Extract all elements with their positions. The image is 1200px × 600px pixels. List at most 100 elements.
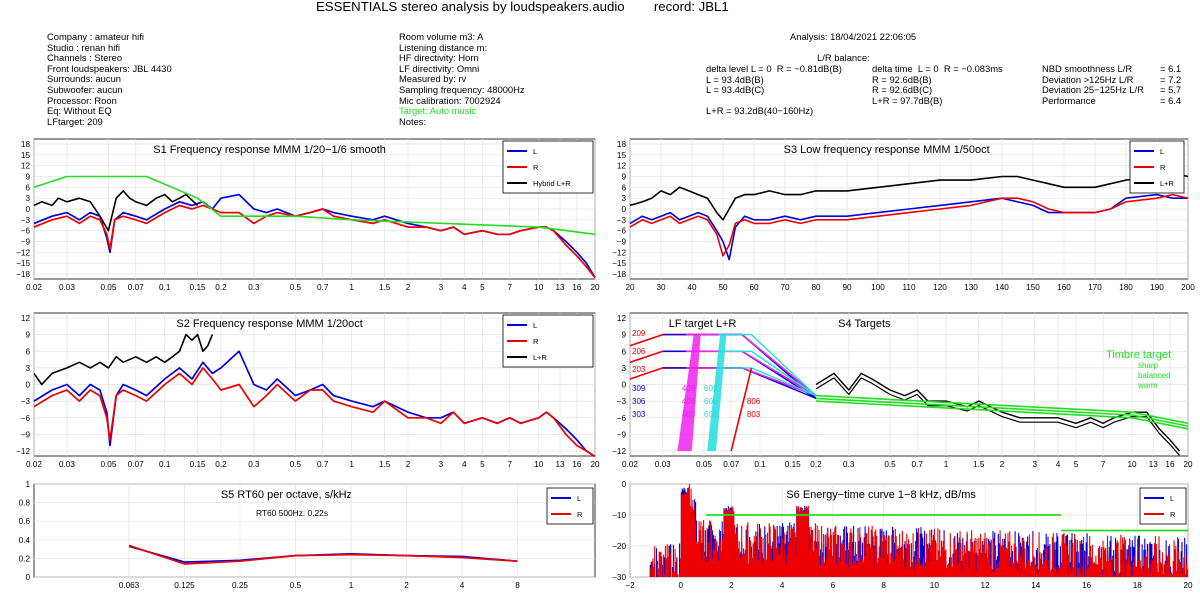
y-tick-label: −3: [21, 216, 31, 225]
col1-line: Channels : Stereo: [47, 52, 123, 64]
y-tick-label: 0.8: [19, 499, 31, 508]
timbre-title: Timbre target: [1106, 349, 1171, 361]
x-tick-label: 10: [534, 460, 544, 469]
y-tick-label: 0: [25, 205, 30, 214]
series-r: [128, 544, 518, 565]
target-label: 403: [682, 410, 696, 419]
legend-entry: R: [533, 337, 539, 346]
x-tick-label: 13: [555, 283, 565, 292]
x-tick-label: 14: [1031, 581, 1041, 590]
x-tick-label: 7: [1101, 460, 1106, 469]
x-tick-label: 0.063: [119, 581, 140, 590]
col5-line: Performance: [1042, 94, 1096, 106]
x-tick-label: 0.5: [884, 460, 896, 469]
chart-title: S1 Frequency response MMM 1/20−1/6 smoot…: [153, 144, 386, 156]
x-tick-label: 1.5: [379, 460, 391, 469]
y-tick-label: 9: [621, 331, 626, 340]
y-tick-label: 9: [621, 173, 626, 182]
x-tick-label: 160: [1057, 283, 1071, 292]
info-column-5: NBD smoothness L/R Deviation >125Hz L/R De…: [1042, 63, 1144, 106]
x-tick-label: 0.15: [785, 460, 801, 469]
col4-line: delta time L = 0 R = −0.083ms: [872, 63, 1003, 74]
x-tick-label: 20: [1183, 581, 1193, 590]
panel-s4: 0.02 0.03 0.05 0.07 0.1 0.15 0.2 0.3 0.5 0.7 1 1.5 2…: [612, 312, 1193, 469]
y-tick-label: 0: [621, 205, 626, 214]
x-tick-label: 130: [964, 283, 978, 292]
legend-entry: L: [1160, 147, 1164, 156]
x-tick-label: −2: [625, 581, 635, 590]
y-tick-label: 15: [617, 151, 627, 160]
slope-magenta: [677, 334, 701, 451]
col2-line: HF directivity: Horn: [399, 52, 479, 64]
y-tick-label: 18: [617, 140, 627, 149]
chart-title: S2 Frequency response MMM 1/20oct: [176, 318, 362, 330]
measured-curve: [815, 377, 1180, 456]
legend-box: [546, 487, 594, 525]
y-tick-label: −12: [612, 447, 626, 456]
x-tick-label: 4: [1056, 460, 1061, 469]
col3-line: delta level L = 0 R = −0.81dB(B): [706, 63, 842, 74]
x-tick-label: 4: [462, 460, 467, 469]
col6-line: = 7.2: [1160, 73, 1182, 85]
col2-line: Target: Auto music: [399, 105, 477, 117]
y-tick-label: 3: [25, 194, 30, 203]
x-tick-label: 2: [729, 581, 734, 590]
target-label: 303: [632, 410, 646, 419]
y-tick-label: 3: [621, 364, 626, 373]
x-tick-label: 0.02: [622, 460, 638, 469]
x-tick-label: 0.1: [159, 283, 171, 292]
target-label: 803: [747, 410, 761, 419]
x-tick-label: 4: [780, 581, 785, 590]
x-tick-label: 2: [406, 460, 411, 469]
y-tick-label: 0.4: [19, 536, 31, 545]
info-column-6: = 6.1 = 7.2 = 5.7 = 6.4: [1160, 63, 1182, 106]
x-tick-label: 12: [981, 581, 991, 590]
x-tick-label: 0.07: [128, 283, 144, 292]
x-tick-label: 60: [749, 283, 759, 292]
y-tick-label: −6: [617, 414, 627, 423]
x-tick-label: 20: [1183, 460, 1193, 469]
x-tick-label: 3: [439, 283, 444, 292]
x-tick-label: 0.7: [317, 283, 329, 292]
y-tick-label: 0: [25, 381, 30, 390]
chart-title: S5 RT60 per octave, s/kHz: [221, 489, 352, 501]
info-column-2: Room volume m3: A Listening distance m: HF…: [399, 31, 525, 127]
x-tick-label: 5: [1074, 460, 1079, 469]
y-tick-label: 3: [25, 364, 30, 373]
y-tick-label: −15: [16, 259, 30, 268]
col5-line: Deviation 25−125Hz L/R: [1042, 84, 1144, 96]
y-tick-label: −3: [617, 216, 627, 225]
panel-s5: 0 0.2 0.4 0.6 0.8 1 S5 RT60 per octave, s/kHz 0…: [19, 480, 596, 590]
timbre-target-line: [815, 394, 1189, 425]
y-tick-label: 6: [25, 347, 30, 356]
target-label: 203: [632, 365, 646, 374]
col3-line: L = 93.4dB(C): [706, 84, 765, 96]
x-tick-label: 40: [687, 283, 697, 292]
plot-area: [33, 483, 596, 578]
col1-line: Front loudspeakers: JBL 4430: [47, 62, 172, 74]
slope-cyan: [707, 334, 727, 451]
x-tick-label: 0: [678, 581, 683, 590]
target-label: 609: [704, 384, 718, 393]
y-tick-label: 0: [621, 381, 626, 390]
x-tick-label: 1: [349, 460, 354, 469]
y-tick-label: −18: [612, 270, 626, 279]
col2-line: Listening distance m:: [399, 41, 488, 53]
legend-entry: R: [1170, 510, 1176, 519]
x-tick-label: 1: [944, 460, 949, 469]
y-tick-label: 12: [21, 314, 31, 323]
legend-entry: L: [577, 494, 581, 503]
x-tick-label: 0.3: [843, 460, 855, 469]
x-tick-label: 0.03: [59, 460, 75, 469]
x-tick-label: 10: [930, 581, 940, 590]
info-column-4: delta time L = 0 R = −0.083ms R = 92.6dB(…: [872, 63, 1003, 106]
x-tick-label: 0.25: [232, 581, 248, 590]
x-tick-label: 5: [480, 460, 485, 469]
x-tick-label: 190: [1150, 283, 1164, 292]
y-tick-label: 15: [21, 151, 31, 160]
x-tick-label: 0.5: [290, 283, 302, 292]
target-shelf-cyan: [718, 333, 817, 397]
x-tick-label: 0.5: [290, 460, 302, 469]
y-tick-label: −18: [16, 270, 30, 279]
target-label: 409: [682, 384, 696, 393]
